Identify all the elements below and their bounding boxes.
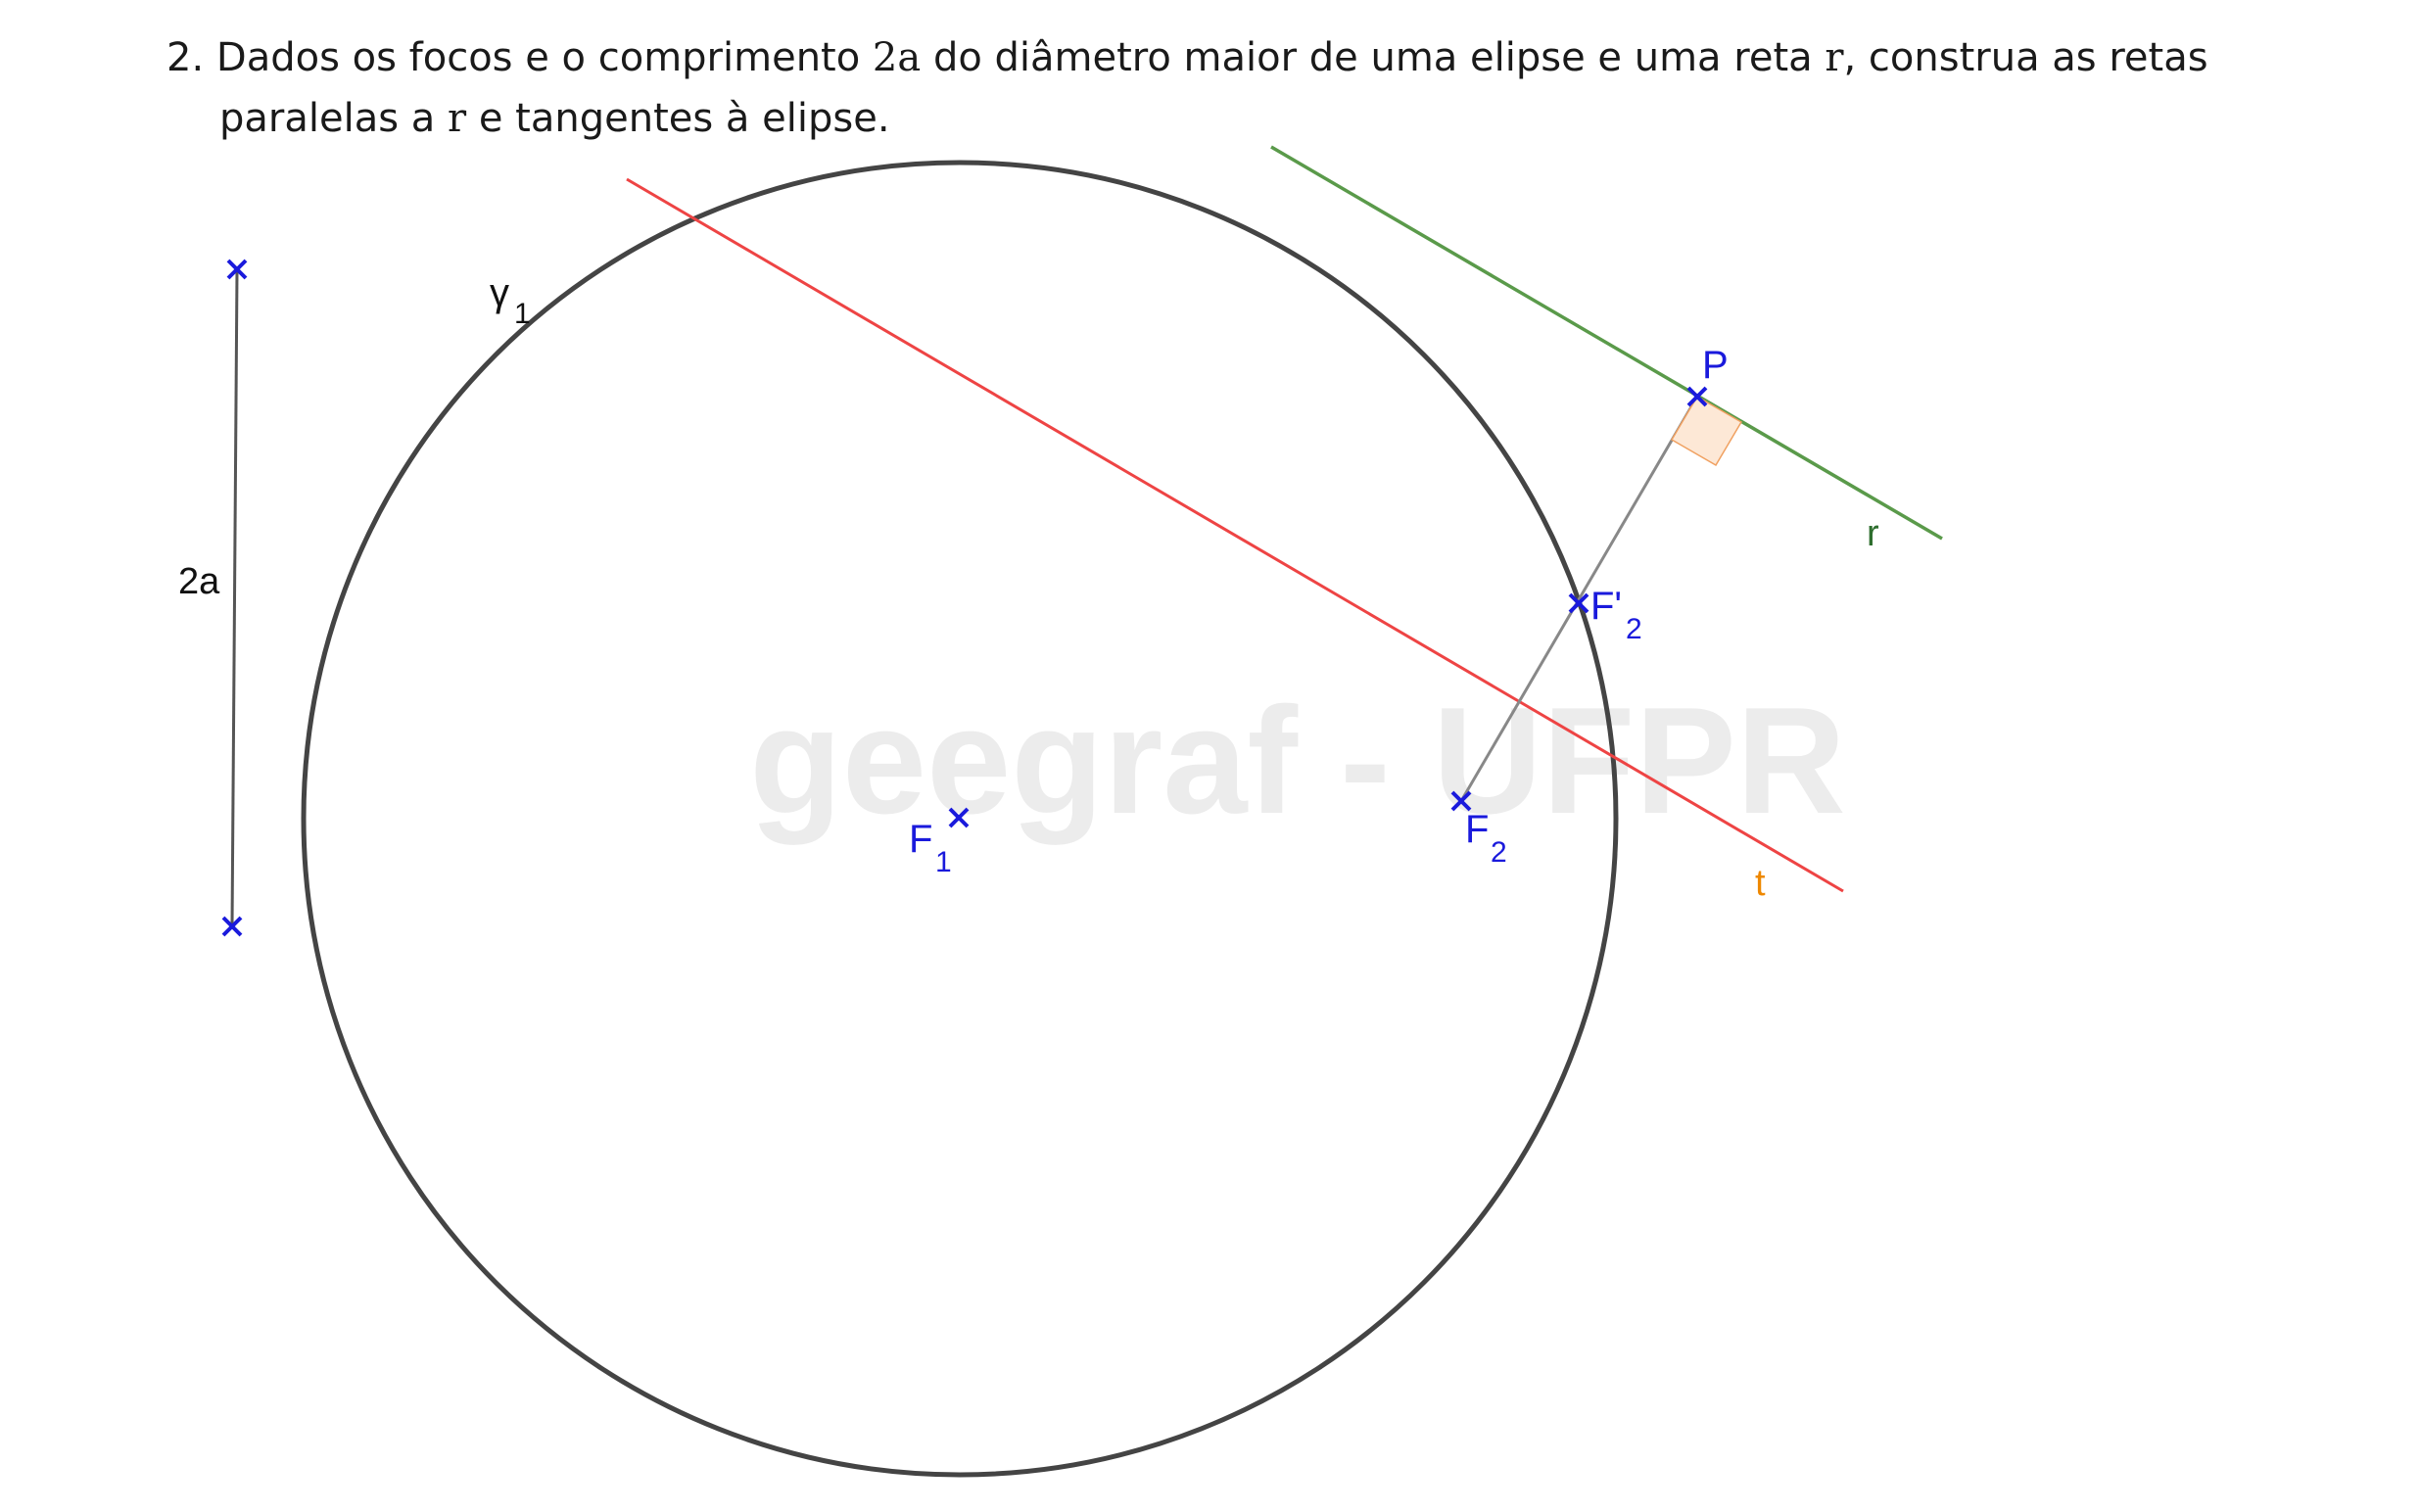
label-gamma1: γ bbox=[490, 271, 509, 314]
label-p: P bbox=[1702, 344, 1729, 387]
point-f2[interactable] bbox=[1450, 790, 1472, 812]
label-f2-prime: F' bbox=[1590, 585, 1622, 628]
label-f1: F bbox=[909, 818, 932, 861]
label-f2: F bbox=[1465, 808, 1489, 851]
label-f2-sub: 2 bbox=[1491, 836, 1507, 869]
right-angle-marker bbox=[1670, 395, 1743, 467]
line-t[interactable] bbox=[626, 177, 1844, 893]
point-p[interactable] bbox=[1686, 386, 1708, 407]
point-segment-bottom[interactable] bbox=[221, 916, 243, 937]
problem-text-2: do diâmetro maior de uma elipse e uma re… bbox=[932, 35, 1813, 80]
problem-number: 2. bbox=[166, 35, 205, 80]
segment-2a[interactable] bbox=[230, 270, 239, 926]
label-2a: 2a bbox=[178, 561, 220, 602]
point-f2-prime[interactable] bbox=[1568, 592, 1589, 614]
label-f2-prime-sub: 2 bbox=[1626, 613, 1642, 645]
problem-line-1: 2. Dados os focos e o comprimento 2a do … bbox=[166, 27, 2360, 88]
symbol-r: r bbox=[1825, 35, 1844, 80]
label-r: r bbox=[1867, 513, 1879, 554]
line-r[interactable] bbox=[1270, 145, 1943, 541]
problem-text-1: Dados os focos e o comprimento bbox=[215, 35, 861, 80]
label-f1-sub: 1 bbox=[935, 846, 952, 878]
symbol-r-2: r bbox=[448, 96, 467, 141]
problem-text-4: paralelas a bbox=[219, 96, 436, 141]
problem-line-2: paralelas a r e tangentes à elipse. bbox=[166, 88, 2360, 149]
point-f1[interactable] bbox=[948, 807, 970, 828]
point-segment-top[interactable] bbox=[226, 259, 248, 280]
problem-statement: 2. Dados os focos e o comprimento 2a do … bbox=[166, 27, 2360, 149]
circle-gamma1[interactable] bbox=[301, 160, 1619, 1478]
label-gamma1-sub: 1 bbox=[514, 298, 531, 330]
label-t: t bbox=[1755, 863, 1766, 904]
watermark: geegraf - UFPR bbox=[749, 676, 1846, 845]
symbol-2a: 2a bbox=[872, 35, 922, 80]
problem-text-3: , construa as retas bbox=[1843, 35, 2208, 80]
perpendicular-f2-p[interactable] bbox=[1459, 396, 1699, 802]
problem-text-5: e tangentes à elipse. bbox=[478, 96, 890, 141]
